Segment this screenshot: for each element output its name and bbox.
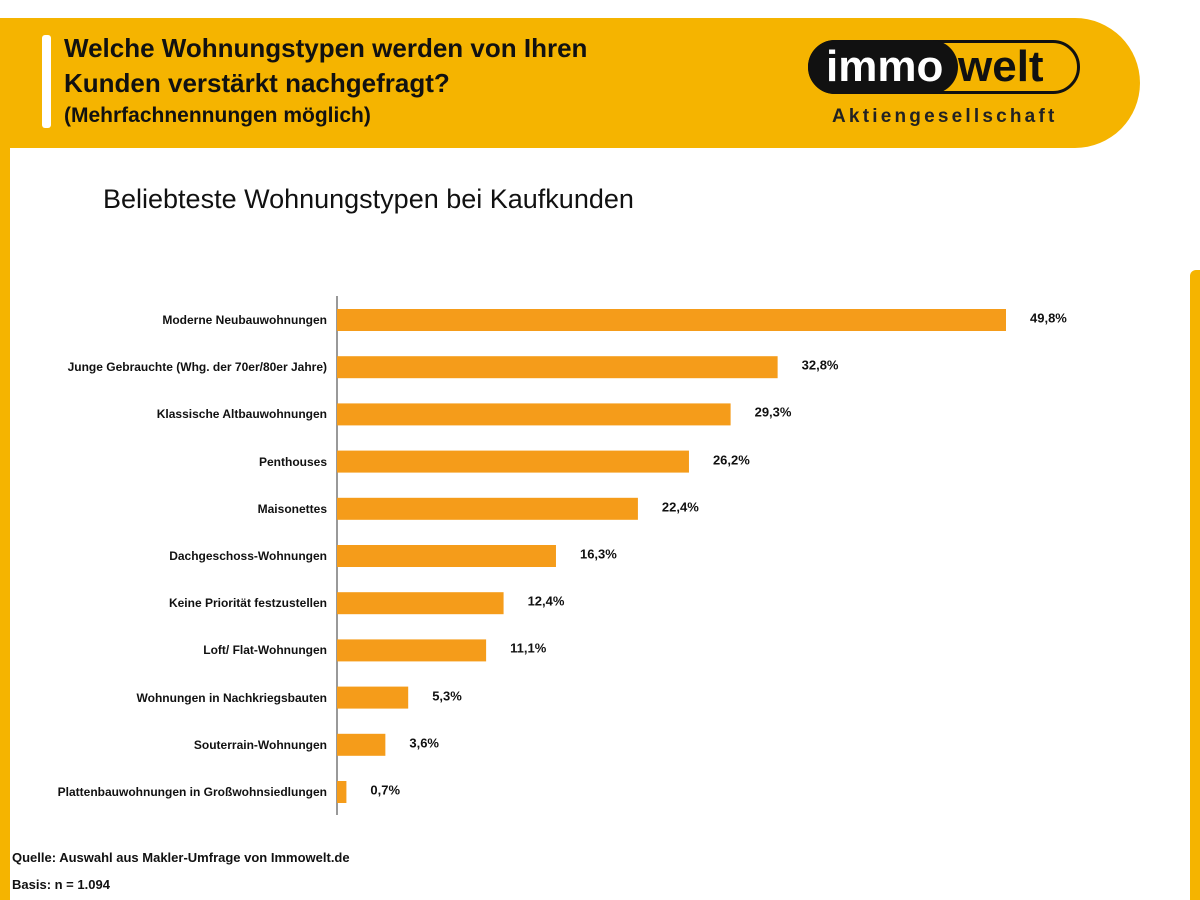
left-border — [0, 148, 10, 900]
category-label: Maisonettes — [257, 501, 327, 516]
basis: Basis: n = 1.094 — [12, 877, 110, 892]
category-label: Dachgeschoss-Wohnungen — [169, 549, 327, 563]
value-label: 32,8% — [801, 357, 839, 373]
category-label: Junge Gebrauchte (Whg. der 70er/80er Jah… — [67, 360, 327, 375]
category-label: Keine Priorität festzustellen — [168, 596, 327, 611]
value-label: 12,4% — [527, 593, 565, 609]
source: Quelle: Auswahl aus Makler-Umfrage von I… — [12, 850, 350, 865]
category-label: Penthouses — [258, 454, 327, 469]
logo-text: immo — [826, 42, 944, 91]
value-label: 16,3% — [579, 546, 617, 562]
right-border — [1190, 270, 1200, 900]
header-title: Welche Wohnungstypen werden von Ihren — [64, 33, 588, 63]
bar — [337, 450, 689, 473]
category-label: Souterrain-Wohnungen — [193, 737, 327, 752]
logo-pill — [808, 40, 958, 94]
value-label: 5,3% — [432, 688, 462, 704]
category-label: Wohnungen in Nachkriegsbauten — [136, 690, 327, 705]
bar — [337, 356, 778, 379]
header-subtitle: (Mehrfachnennungen möglich) — [64, 104, 371, 127]
value-label: 49,8% — [1030, 310, 1067, 326]
logo-tagline: Aktiengesellschaft — [832, 106, 1058, 127]
chart-title: Beliebteste Wohnungstypen bei Kaufkunden — [103, 184, 634, 214]
value-label: 22,4% — [661, 499, 699, 515]
value-label: 0,7% — [370, 782, 401, 798]
bar — [337, 733, 386, 756]
logo-text: welt — [958, 42, 1044, 91]
category-label: Klassische Altbauwohnungen — [156, 407, 327, 422]
header-title: Kunden verstärkt nachgefragt? — [64, 68, 450, 98]
category-label: Plattenbauwohnungen in Großwohnsiedlunge… — [57, 785, 327, 799]
bar — [337, 781, 347, 803]
bar — [337, 309, 1006, 331]
bar — [337, 497, 638, 520]
bar — [337, 403, 731, 426]
bar — [337, 639, 487, 662]
header-accent — [42, 35, 51, 128]
value-label: 29,3% — [754, 404, 792, 420]
bar — [337, 592, 504, 615]
bar — [337, 545, 556, 567]
value-label: 11,1% — [510, 640, 547, 656]
category-label: Loft/ Flat-Wohnungen — [203, 643, 327, 658]
value-label: 26,2% — [712, 452, 750, 468]
category-label: Moderne Neubauwohnungen — [162, 313, 327, 327]
value-label: 3,6% — [409, 735, 439, 751]
bar — [337, 686, 409, 709]
